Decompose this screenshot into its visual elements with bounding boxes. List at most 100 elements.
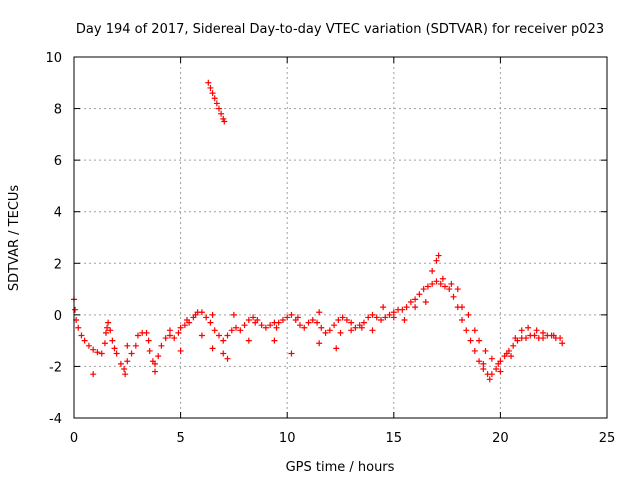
data-point [166, 332, 173, 339]
data-point [476, 337, 483, 344]
y-tick-label: 4 [54, 206, 62, 221]
x-tick-labels: 0 5 10 15 20 25 [70, 431, 615, 446]
data-point [233, 324, 240, 331]
data-point [209, 311, 216, 318]
data-point [134, 332, 141, 339]
data-point [75, 324, 82, 331]
data-point [158, 342, 165, 349]
data-point [382, 314, 389, 321]
data-point [220, 337, 227, 344]
data-point [288, 311, 295, 318]
data-point [262, 324, 269, 331]
data-point [348, 327, 355, 334]
series-main-track [71, 278, 564, 378]
data-point [146, 347, 153, 354]
data-point [273, 324, 280, 331]
data-point [525, 324, 532, 331]
data-point [85, 342, 92, 349]
data-point [510, 342, 517, 349]
data-point [450, 293, 457, 300]
data-point [218, 110, 225, 117]
data-point [209, 90, 216, 97]
data-point [314, 319, 321, 326]
data-point [369, 311, 376, 318]
data-point [113, 350, 120, 357]
data-point [503, 350, 510, 357]
data-point [122, 371, 129, 378]
y-tick-label: 10 [45, 51, 62, 66]
y-tick-label: 6 [54, 154, 62, 169]
data-point [420, 286, 427, 293]
data-point [463, 327, 470, 334]
data-point [105, 319, 112, 326]
data-point [337, 329, 344, 336]
data-point [482, 347, 489, 354]
y-tick-label: -2 [49, 360, 62, 375]
data-point [495, 360, 502, 367]
data-point [441, 283, 448, 290]
data-point [522, 335, 529, 342]
ticks [73, 56, 608, 419]
x-tick-label: 10 [279, 431, 296, 446]
data-point [433, 257, 440, 264]
data-point [117, 360, 124, 367]
x-axis-title: GPS time / hours [286, 460, 395, 475]
data-point [203, 314, 210, 321]
data-point [386, 311, 393, 318]
data-point [422, 298, 429, 305]
data-point [171, 335, 178, 342]
data-point [215, 332, 222, 339]
data-point [215, 105, 222, 112]
x-tick-label: 20 [492, 431, 509, 446]
data-point [90, 346, 97, 353]
data-point [124, 358, 131, 365]
data-point [540, 329, 547, 336]
data-point [258, 322, 265, 329]
x-tick-label: 25 [599, 431, 616, 446]
data-point [162, 335, 169, 342]
data-point [390, 309, 397, 316]
data-point [557, 335, 564, 342]
data-point [378, 317, 385, 324]
data-point [512, 335, 519, 342]
data-point [107, 327, 114, 334]
data-point [373, 314, 380, 321]
data-point [143, 329, 150, 336]
data-point [279, 317, 286, 324]
data-point [230, 311, 237, 318]
data-point [241, 322, 248, 329]
data-point [145, 337, 152, 344]
data-point [132, 342, 139, 349]
data-point [124, 342, 131, 349]
data-point [318, 324, 325, 331]
data-point [101, 340, 108, 347]
data-point [198, 332, 205, 339]
data-point [250, 314, 257, 321]
data-point [459, 317, 466, 324]
data-point [275, 319, 282, 326]
data-point [121, 366, 128, 373]
data-point [166, 327, 173, 334]
data-point [488, 371, 495, 378]
data-point [437, 280, 444, 287]
data-point [333, 345, 340, 352]
series-high-arc [205, 79, 228, 125]
data-point [493, 366, 500, 373]
data-point [301, 324, 308, 331]
data-point [94, 349, 101, 356]
data-point [439, 275, 446, 282]
data-point [181, 322, 188, 329]
data-point [175, 329, 182, 336]
chart-title: Day 194 of 2017, Sidereal Day-to-day VTE… [76, 22, 604, 37]
plot-frame [73, 56, 608, 419]
data-point [207, 319, 214, 326]
data-point [245, 317, 252, 324]
data-point [331, 322, 338, 329]
data-point [198, 309, 205, 316]
data-point [429, 268, 436, 275]
data-point [339, 314, 346, 321]
data-point [348, 319, 355, 326]
data-point [488, 355, 495, 362]
